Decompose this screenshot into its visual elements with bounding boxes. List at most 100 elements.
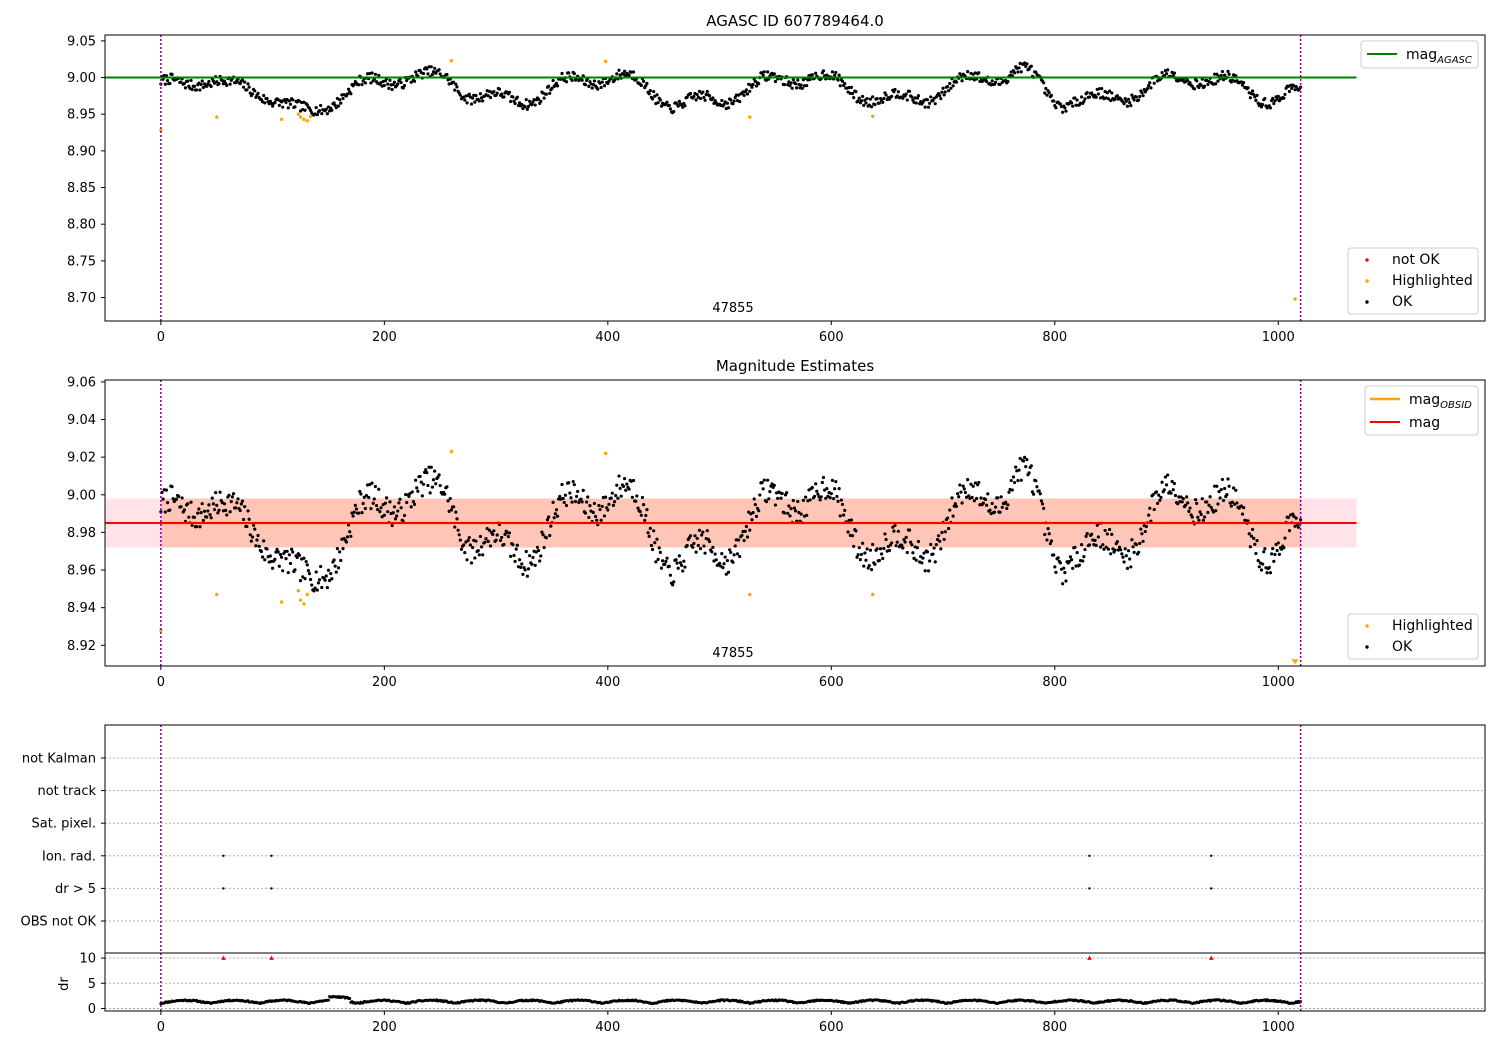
ok-point — [474, 539, 478, 543]
ok-point — [648, 89, 652, 93]
ok-point — [179, 505, 183, 509]
ok-point — [957, 495, 961, 499]
panel1-ytick-label: 8.85 — [67, 181, 96, 196]
ok-point — [495, 533, 499, 537]
ok-point — [903, 540, 907, 544]
ok-point — [555, 84, 560, 88]
ok-point — [953, 502, 957, 506]
ok-point — [189, 500, 193, 504]
ok-point — [479, 545, 484, 549]
ok-point — [1043, 91, 1047, 95]
ok-point — [488, 544, 493, 548]
ok-point — [868, 548, 873, 552]
ok-point — [701, 530, 705, 534]
ok-point — [782, 83, 786, 87]
ok-point — [374, 503, 379, 508]
ok-point — [236, 497, 240, 501]
ok-point — [314, 570, 318, 574]
ok-point — [443, 492, 447, 496]
ok-point — [1083, 547, 1087, 552]
ok-point — [536, 97, 541, 101]
ok-point — [1205, 500, 1209, 504]
ok-point — [933, 560, 937, 564]
ok-point — [834, 480, 838, 484]
ok-point — [1197, 518, 1201, 522]
highlighted-point — [298, 115, 303, 119]
ok-point — [1220, 477, 1225, 482]
ok-point — [325, 586, 329, 590]
ok-point — [599, 85, 603, 90]
ok-point — [1061, 110, 1065, 114]
ok-point — [1007, 490, 1011, 494]
ok-point — [1282, 96, 1286, 100]
ok-point — [934, 543, 938, 547]
ok-point — [610, 491, 614, 495]
ok-point — [477, 99, 481, 103]
ok-point — [1159, 495, 1163, 500]
ok-point — [1173, 493, 1178, 498]
ok-point — [833, 487, 837, 491]
ok-point — [539, 99, 543, 103]
ok-point — [344, 540, 348, 544]
ok-point — [990, 501, 994, 506]
ok-point — [361, 79, 365, 83]
ok-point — [1102, 547, 1106, 551]
ok-point — [926, 569, 931, 573]
ok-point — [605, 506, 609, 510]
ok-point — [779, 496, 783, 500]
highlighted-point — [215, 592, 219, 597]
ok-point — [1130, 93, 1134, 97]
ok-point — [707, 539, 712, 544]
ok-point — [319, 564, 323, 569]
ok-point — [1047, 91, 1051, 95]
ok-point — [1273, 99, 1277, 103]
ok-point — [1255, 538, 1259, 543]
ok-point — [648, 526, 652, 530]
panel2-upper-legend: magOBSID mag — [1364, 385, 1479, 436]
ok-point — [719, 564, 723, 568]
ok-point — [1250, 89, 1255, 93]
ok-point — [1123, 96, 1127, 101]
ok-point — [165, 501, 170, 505]
ok-point — [360, 510, 364, 515]
ok-point — [429, 65, 433, 69]
ok-point — [1075, 551, 1079, 555]
ok-point — [262, 93, 266, 98]
ok-point — [692, 541, 696, 546]
ok-point — [1225, 493, 1229, 497]
ok-point — [722, 562, 726, 566]
ok-point — [938, 539, 942, 543]
ok-point — [1063, 571, 1067, 575]
ok-point — [192, 515, 196, 519]
legend-ok-label: OK — [1392, 294, 1413, 310]
ok-point — [592, 79, 597, 83]
ok-point — [254, 544, 258, 548]
ok-point — [509, 99, 513, 104]
ok-point — [998, 82, 1002, 86]
ok-point — [1043, 532, 1047, 537]
ok-point — [577, 500, 581, 505]
ok-point — [1107, 89, 1112, 93]
ok-point — [1019, 478, 1023, 482]
ok-point — [977, 71, 981, 75]
ok-point — [341, 547, 345, 551]
ok-point — [357, 511, 361, 515]
ok-point — [960, 79, 964, 83]
ok-point — [1080, 543, 1084, 547]
ok-point — [1115, 539, 1119, 544]
ok-point — [884, 537, 888, 542]
ok-point — [567, 71, 571, 75]
ok-point — [382, 83, 386, 88]
ok-point — [1138, 94, 1142, 99]
ok-point — [445, 72, 449, 77]
ok-point — [754, 84, 759, 88]
ok-point — [1131, 545, 1135, 549]
ok-point — [1196, 515, 1200, 519]
ok-point — [1277, 99, 1281, 103]
ok-point — [732, 553, 736, 557]
ok-point — [1016, 478, 1020, 483]
ok-point — [363, 81, 367, 85]
ok-point — [1163, 475, 1168, 479]
ok-point — [731, 560, 735, 564]
ok-point — [524, 98, 528, 102]
